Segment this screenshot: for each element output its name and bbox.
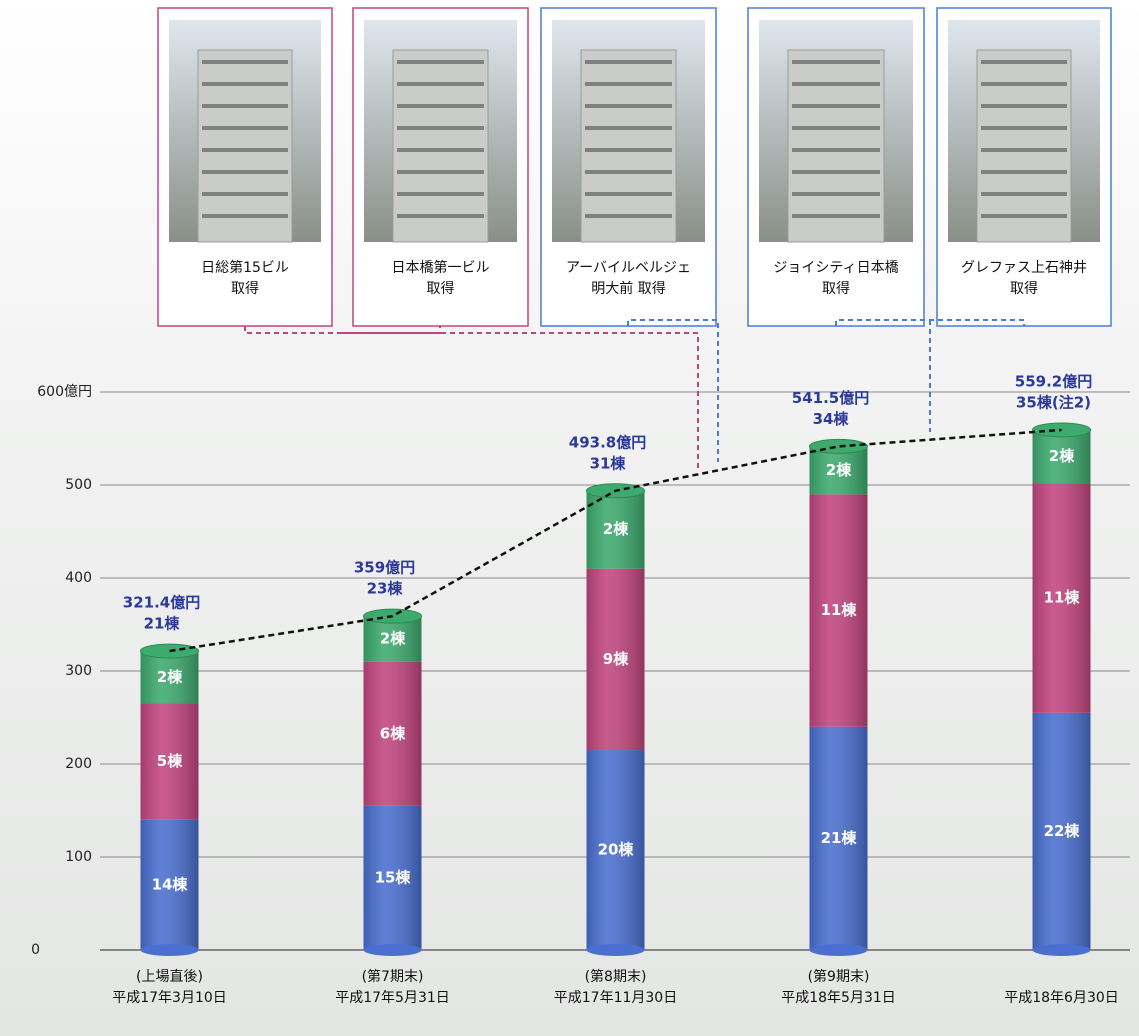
acquisition-label: 取得	[1010, 280, 1038, 297]
bar-base	[1033, 944, 1091, 956]
segment-label: 20棟	[598, 841, 635, 859]
x-tick-label: 平成18年5月31日	[781, 990, 896, 1006]
x-period-label: (第8期末)	[585, 968, 647, 985]
y-tick-label: 400	[65, 570, 92, 586]
y-tick-label: 300	[65, 663, 92, 679]
total-label: 321.4億円	[123, 594, 200, 612]
x-tick-label: 平成17年11月30日	[554, 990, 677, 1006]
y-tick-label: 600億円	[37, 384, 92, 400]
acquisition-label: 取得	[822, 280, 850, 297]
total-label: 35棟(注2)	[1016, 393, 1091, 411]
segment-label: 9棟	[603, 650, 629, 668]
total-label: 493.8億円	[569, 433, 646, 451]
segment-label: 22棟	[1044, 822, 1081, 840]
total-label: 541.5億円	[792, 389, 869, 407]
chart: 0100200300400500600億円日総第15ビル取得日本橋第一ビル取得ア…	[0, 0, 1139, 1036]
segment-label: 11棟	[821, 601, 858, 619]
segment-label: 2棟	[603, 520, 629, 538]
acquisition-label: 明大前 取得	[591, 280, 665, 297]
y-tick-label: 100	[65, 849, 92, 865]
bar-cap	[810, 439, 868, 453]
y-tick-label: 500	[65, 477, 92, 493]
acquisition-label: ジョイシティ日本橋	[773, 260, 898, 276]
segment-label: 21棟	[821, 829, 858, 847]
building-shape	[581, 50, 676, 242]
acquisition-label: 日本橋第一ビル	[392, 259, 490, 276]
x-period-label: (上場直後)	[136, 968, 203, 985]
bar-base	[810, 944, 868, 956]
acquisition-label: 取得	[427, 280, 455, 297]
x-period-label: (第9期末)	[808, 968, 870, 985]
total-label: 31棟	[590, 454, 627, 472]
total-label: 559.2億円	[1015, 372, 1092, 390]
building-shape	[198, 50, 292, 242]
x-tick-label: 平成17年3月10日	[112, 990, 227, 1006]
acquisition-label: アーバイルベルジェ	[566, 260, 691, 276]
x-tick-label: 平成17年5月31日	[335, 990, 450, 1006]
bar-base	[141, 944, 199, 956]
acquisition-label: 取得	[231, 280, 259, 297]
segment-label: 15棟	[375, 868, 412, 886]
segment-label: 2棟	[826, 461, 852, 479]
segment-label: 14棟	[152, 875, 189, 893]
y-tick-label: 0	[31, 942, 40, 958]
segment-label: 2棟	[1049, 447, 1075, 465]
bar-base	[364, 944, 422, 956]
building-shape	[393, 50, 488, 242]
bar-base	[587, 944, 645, 956]
segment-label: 11棟	[1044, 588, 1081, 606]
x-period-label: (第7期末)	[362, 968, 424, 985]
total-label: 21棟	[144, 615, 181, 633]
building-shape	[977, 50, 1071, 242]
total-label: 34棟	[813, 410, 850, 428]
acquisition-label: 日総第15ビル	[201, 259, 289, 276]
segment-label: 2棟	[380, 629, 406, 647]
building-shape	[788, 50, 884, 242]
segment-label: 5棟	[157, 752, 183, 770]
acquisition-label: グレファス上石神井	[961, 260, 1087, 276]
y-tick-label: 200	[65, 756, 92, 772]
segment-label: 2棟	[157, 668, 183, 686]
total-label: 359億円	[354, 559, 415, 577]
total-label: 23棟	[367, 580, 404, 598]
segment-label: 6棟	[380, 724, 406, 742]
x-tick-label: 平成18年6月30日	[1004, 990, 1119, 1006]
